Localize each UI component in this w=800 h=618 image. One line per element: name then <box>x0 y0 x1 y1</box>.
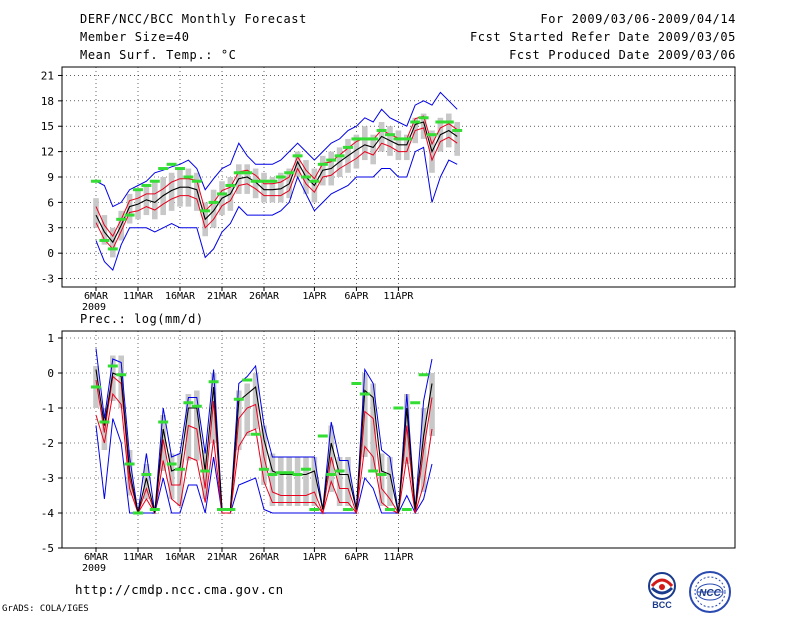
y-tick-label: 9 <box>47 171 54 184</box>
x-year-label: 2009 <box>82 563 106 574</box>
x-tick-label: 16MAR <box>165 291 196 302</box>
range-bar <box>420 113 427 139</box>
forecast-started-date: Fcst Started Refer Date 2009/03/05 <box>469 30 736 44</box>
x-tick-label: 6MAR <box>84 291 109 302</box>
range-bar <box>252 373 259 429</box>
forecast-period: For 2009/03/06-2009/04/14 <box>540 12 736 26</box>
range-bar <box>353 134 360 169</box>
chart-title: DERF/NCC/BCC Monthly Forecast <box>80 12 307 26</box>
y-tick-label: -3 <box>41 273 54 286</box>
y-tick-label: 12 <box>41 146 54 159</box>
x-tick-label: 16MAR <box>165 552 196 563</box>
precip-panel-title: Prec.: log(mm/d) <box>80 312 204 326</box>
chart-panel-1: -3 0 3 6 9 12 15 18 21 6MAR 11MAR 16MAR 21MAR 26MAR 1A… <box>41 66 736 313</box>
y-tick-label: 3 <box>47 222 54 235</box>
range-bar <box>168 453 175 499</box>
x-tick-label: 1APR <box>302 291 327 302</box>
x-tick-label: 21MAR <box>207 291 238 302</box>
range-bar <box>303 457 309 506</box>
x-tick-label: 21MAR <box>207 552 238 563</box>
y-tick-label: -4 <box>41 507 55 520</box>
range-bar <box>210 189 217 228</box>
range-bar <box>454 122 460 156</box>
x-tick-label: 11APR <box>383 552 414 563</box>
y-tick-label: 6 <box>47 196 54 209</box>
y-tick-label: -2 <box>41 437 54 450</box>
variable-label: Mean Surf. Temp.: °C <box>80 48 237 62</box>
range-bar <box>252 168 259 199</box>
range-bar <box>429 373 435 436</box>
range-bar <box>152 181 158 220</box>
range-bar <box>345 457 351 506</box>
y-tick-label: 15 <box>41 120 54 133</box>
range-bar <box>378 453 385 506</box>
range-bar <box>168 172 175 211</box>
range-bar <box>177 453 183 506</box>
ncc-logo: NCC <box>689 571 731 613</box>
range-bar <box>93 198 99 228</box>
x-tick-label: 26MAR <box>249 552 280 563</box>
y-tick-label: -1 <box>41 402 54 415</box>
x-tick-label: 6MAR <box>84 552 109 563</box>
y-tick-label: 1 <box>47 332 54 345</box>
range-bar <box>101 215 108 245</box>
x-tick-label: 6APR <box>344 291 369 302</box>
y-tick-label: 0 <box>47 247 54 260</box>
series-ensemble-min <box>95 146 458 272</box>
series-ensemble-mean <box>95 369 433 514</box>
x-tick-label: 1APR <box>302 552 327 563</box>
grads-credit: GrADS: COLA/IGES <box>2 604 89 614</box>
range-bar <box>143 464 150 499</box>
range-bar <box>278 457 284 506</box>
range-bar <box>362 126 368 161</box>
range-bar <box>244 164 250 194</box>
range-bar <box>126 193 133 224</box>
range-bar <box>404 134 410 161</box>
range-bar <box>370 383 376 471</box>
y-tick-label: -5 <box>41 542 54 555</box>
range-bar <box>269 453 276 506</box>
x-tick-label: 6APR <box>344 552 369 563</box>
y-tick-label: 18 <box>41 95 54 108</box>
range-bar <box>336 457 343 506</box>
range-bar <box>194 172 200 211</box>
x-tick-label: 26MAR <box>249 291 280 302</box>
bcc-logo: BCC <box>648 572 676 610</box>
x-year-label: 2009 <box>82 302 106 313</box>
range-bar <box>387 457 393 506</box>
x-tick-label: 11MAR <box>123 291 154 302</box>
series-ensemble-min <box>95 418 433 515</box>
series-mean-spread <box>95 375 433 515</box>
range-bar <box>278 172 284 203</box>
bcc-logo-text: BCC <box>652 600 672 610</box>
x-tick-label: 11APR <box>383 291 414 302</box>
source-url: http://cmdp.ncc.cma.gov.cn <box>75 582 284 597</box>
range-bar <box>294 151 301 177</box>
range-bar <box>261 172 267 203</box>
range-bar <box>202 450 208 499</box>
member-size: Member Size=40 <box>80 30 190 44</box>
range-bar <box>244 383 250 436</box>
series-mean-spread <box>95 127 458 250</box>
forecast-produced-date: Fcst Produced Date 2009/03/06 <box>509 48 736 62</box>
y-tick-label: 0 <box>47 367 54 380</box>
range-bar <box>370 134 376 165</box>
range-bar <box>286 457 292 506</box>
series-ensemble-max <box>95 348 433 514</box>
y-tick-label: -3 <box>41 472 54 485</box>
ncc-logo-text: NCC <box>699 588 721 599</box>
series-ensemble-max <box>95 91 458 208</box>
range-bar <box>294 457 301 506</box>
range-bar <box>311 457 318 506</box>
range-bar <box>101 408 108 450</box>
y-tick-label: 21 <box>41 69 54 82</box>
x-tick-label: 11MAR <box>123 552 154 563</box>
range-bar <box>194 390 200 461</box>
series-ensemble-mean <box>95 121 458 244</box>
range-bar <box>210 373 217 443</box>
